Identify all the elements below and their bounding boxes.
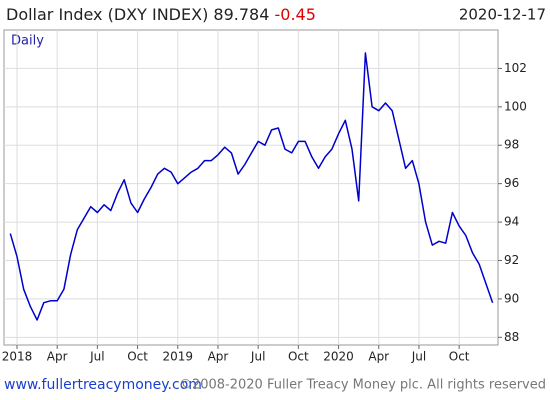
x-tick-label: 2018 [2, 350, 33, 364]
date: 2020-12-17 [459, 6, 546, 24]
y-tick-label: 94 [504, 215, 519, 229]
y-tick-label: 96 [504, 176, 519, 190]
x-tick-label: Oct [127, 350, 148, 364]
chart-title: Dollar Index (DXY INDEX) [6, 5, 208, 24]
x-tick-label: Oct [288, 350, 309, 364]
x-tick-label: Jul [411, 350, 426, 364]
x-tick-label: 2020 [323, 350, 354, 364]
x-tick-label: Apr [47, 350, 68, 364]
x-tick-label: Apr [208, 350, 229, 364]
x-tick-label: Jul [250, 350, 265, 364]
x-tick-label: Oct [449, 350, 470, 364]
y-tick-label: 92 [504, 253, 519, 267]
last-value: 89.784 [213, 5, 269, 24]
change-value: -0.45 [274, 5, 315, 24]
y-tick-label: 100 [504, 99, 527, 113]
x-tick-label: 2019 [163, 350, 194, 364]
title: Dollar Index (DXY INDEX) 89.784 -0.45 [6, 5, 316, 24]
y-tick-label: 102 [504, 61, 527, 75]
price-line [9, 52, 494, 321]
y-tick-label: 88 [504, 330, 519, 344]
y-tick-label: 98 [504, 138, 519, 152]
series-label: Daily [11, 34, 44, 49]
copyright: ©2008-2020 Fuller Treacy Money plc. All … [179, 378, 546, 393]
y-tick-label: 90 [504, 291, 519, 305]
x-tick-label: Jul [89, 350, 104, 364]
plot-frame [3, 29, 499, 346]
x-tick-label: Apr [368, 350, 389, 364]
source-link[interactable]: www.fullertreacymoney.com [4, 377, 202, 393]
